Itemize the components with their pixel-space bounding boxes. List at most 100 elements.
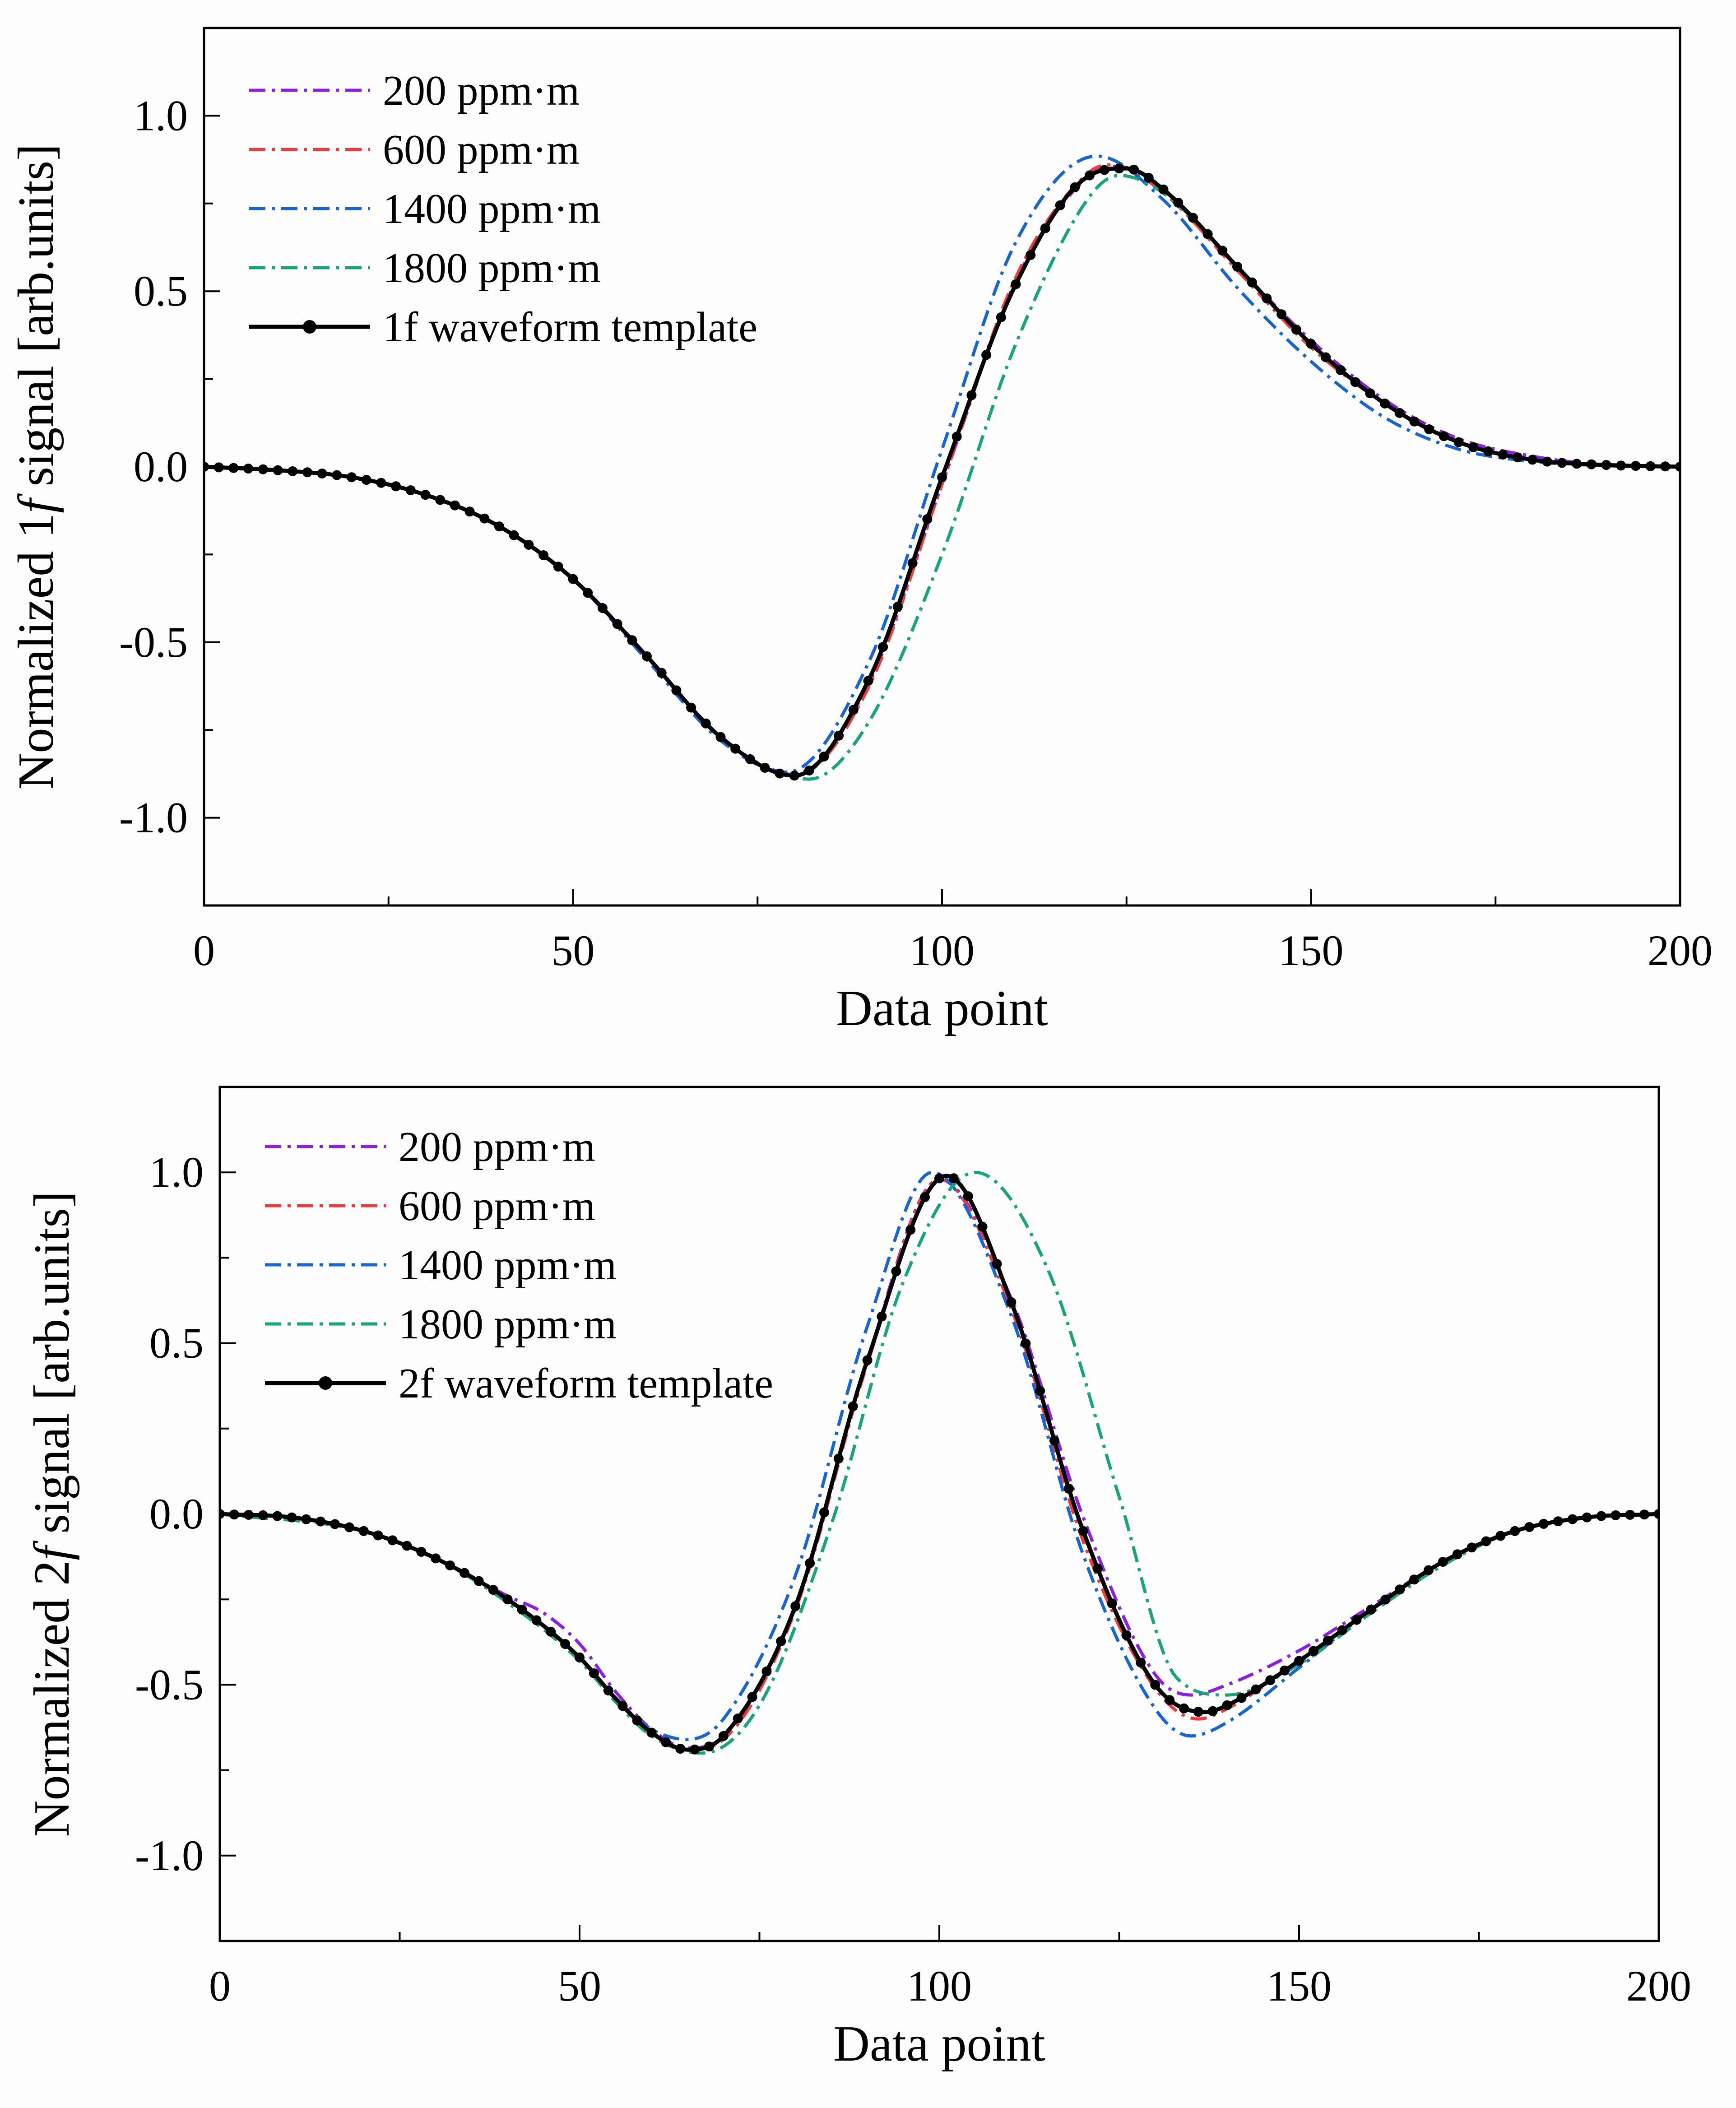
series-marker [1173, 197, 1184, 208]
series-marker [1114, 163, 1124, 174]
x-axis-title: Data point [833, 2016, 1045, 2072]
series-marker [1306, 339, 1316, 349]
series-marker [603, 1685, 613, 1696]
series-marker [1467, 1542, 1477, 1553]
series-marker [675, 1744, 686, 1754]
series-marker [1085, 170, 1095, 181]
series-marker [1063, 1483, 1074, 1494]
series-marker [790, 1601, 801, 1611]
series-marker [1158, 184, 1169, 195]
series-marker [1438, 1557, 1448, 1567]
series-marker [952, 432, 962, 442]
series-marker [701, 718, 711, 729]
series-marker [1380, 399, 1390, 409]
series-marker [671, 685, 682, 696]
series-marker [632, 1715, 642, 1726]
y-tick-label: 1.0 [134, 91, 188, 139]
series-marker [450, 500, 460, 511]
series-marker [517, 1604, 527, 1615]
series-marker [1265, 1675, 1276, 1685]
legend-label: 600 ppm·m [383, 126, 580, 173]
series-marker [1468, 442, 1479, 452]
series-marker [934, 1173, 944, 1184]
y-tick-label: -1.0 [119, 794, 188, 842]
series-marker [1630, 461, 1641, 471]
series-marker [761, 1666, 772, 1676]
series-marker [1188, 213, 1198, 223]
series-marker [402, 1541, 412, 1551]
series-marker [1092, 1563, 1103, 1574]
series-marker [789, 771, 799, 781]
series-marker [1070, 182, 1080, 192]
series-marker [715, 732, 726, 742]
x-tick-label: 50 [552, 926, 595, 975]
series-marker [1055, 200, 1065, 210]
series-marker [358, 1526, 369, 1536]
series-marker [220, 1509, 225, 1519]
series-marker [745, 754, 755, 764]
series-marker [473, 1576, 484, 1586]
series-marker [214, 462, 224, 473]
y-tick-label: 0.0 [134, 442, 188, 491]
series-marker [1129, 164, 1139, 175]
series-marker [204, 462, 209, 472]
series-marker [1423, 1565, 1434, 1575]
series-marker [405, 485, 416, 496]
series-marker [1660, 461, 1671, 472]
y-axis-title-prefix: Normalized 2 [24, 1560, 80, 1837]
series-marker [1035, 1386, 1045, 1396]
chart-panel-1f: 0 50 100 150 200 -1.0 -0.5 0.0 0.5 1.0 Data point N… [8, 27, 1713, 1036]
series-marker [686, 702, 696, 713]
series-marker [524, 539, 534, 550]
y-tick-label: -1.0 [135, 1831, 204, 1880]
series-marker [1121, 1630, 1132, 1640]
series-marker [617, 1701, 628, 1711]
series-marker [1452, 1549, 1462, 1560]
series-group [220, 1170, 1659, 1755]
series-marker [1395, 1584, 1405, 1595]
x-tick-label: 0 [209, 1962, 231, 2010]
series-marker [1078, 1526, 1088, 1536]
x-tick-label: 150 [1267, 1962, 1332, 2010]
series-marker [776, 1636, 786, 1646]
series-marker [891, 1266, 901, 1277]
series-marker [1251, 1684, 1261, 1695]
series-marker [937, 472, 947, 483]
series-marker [905, 1225, 916, 1235]
series-marker [1409, 416, 1420, 427]
legend-marker [319, 1376, 332, 1390]
series-marker [907, 558, 918, 568]
series-marker [1524, 1522, 1535, 1532]
series-marker [431, 1553, 441, 1564]
series-marker [920, 1192, 930, 1203]
y-axis-title-suffix: signal [arb.units] [24, 1191, 80, 1546]
series-marker [538, 550, 549, 560]
series-marker [1323, 1635, 1333, 1646]
series-marker [1542, 456, 1552, 467]
series-marker [1143, 172, 1154, 183]
series-marker [464, 506, 475, 517]
x-axis-title: Data point [836, 980, 1048, 1036]
series-marker [258, 1510, 268, 1520]
series-marker [1040, 223, 1050, 233]
legend-label: 1800 ppm·m [399, 1301, 617, 1348]
series-marker [243, 1509, 254, 1520]
series-marker [1193, 1707, 1203, 1717]
series-marker [690, 1744, 700, 1755]
series-marker [1616, 460, 1626, 471]
series-marker [1527, 455, 1537, 465]
series-marker [1424, 424, 1434, 434]
series-marker [1335, 365, 1346, 375]
series-marker [1222, 1700, 1232, 1710]
series-marker [273, 465, 283, 475]
series-marker [287, 1512, 297, 1523]
series-marker [1539, 1518, 1549, 1529]
legend-marker [303, 320, 316, 334]
series-marker [597, 603, 608, 613]
series-marker [848, 705, 859, 715]
series-marker [992, 1259, 1002, 1269]
series-marker [1639, 1509, 1650, 1520]
series-marker [494, 521, 504, 532]
